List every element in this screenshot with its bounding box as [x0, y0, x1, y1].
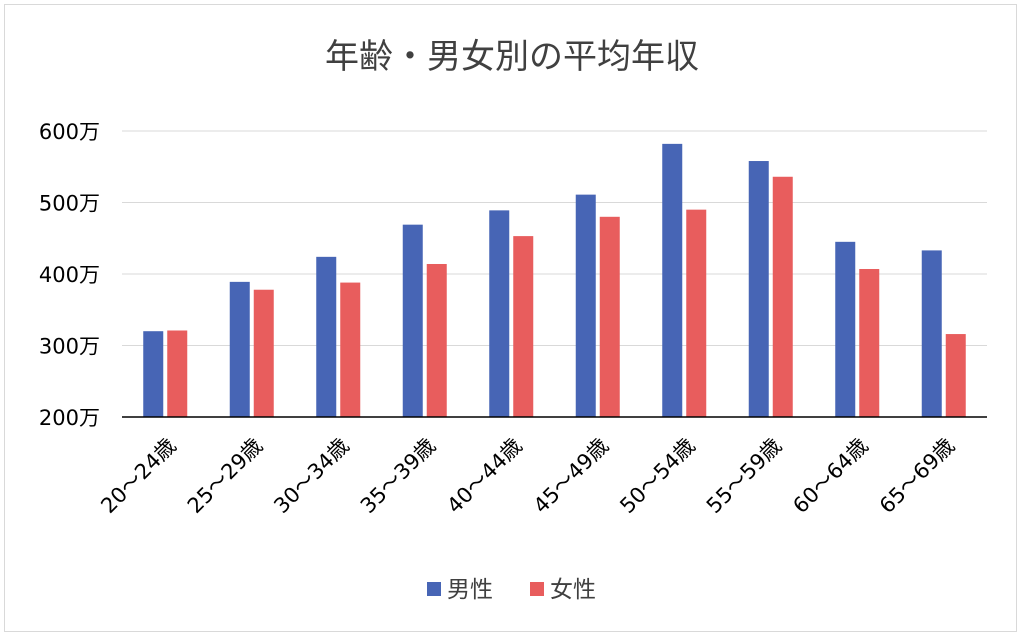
bar-female	[253, 289, 274, 417]
bar-female	[945, 334, 966, 417]
x-tick-label: 45〜49歳	[529, 434, 613, 518]
bars	[143, 143, 966, 417]
x-axis-ticks: 20〜24歳 25〜29歳 30〜34歳 35〜39歳 40〜44歳 45〜49歳 50〜5…	[96, 434, 959, 518]
bar-male	[575, 194, 596, 417]
bar-female	[859, 268, 880, 417]
bar-female	[426, 263, 447, 417]
bar-female	[340, 282, 361, 417]
bar-female	[599, 216, 620, 417]
x-tick-label: 35〜39歳	[356, 434, 440, 518]
y-tick-label: 200万	[39, 406, 100, 430]
bar-male	[921, 250, 942, 417]
bar-male	[489, 210, 510, 417]
legend-swatch	[530, 582, 544, 596]
bar-male	[662, 143, 683, 417]
bar-male	[143, 331, 164, 417]
bar-female	[167, 330, 188, 417]
x-tick-label: 50〜54歳	[615, 434, 699, 518]
y-tick-label: 400万	[39, 263, 100, 287]
bar-male	[835, 241, 856, 417]
bar-male	[402, 224, 423, 417]
bar-male	[229, 281, 250, 417]
bar-female	[513, 236, 534, 417]
y-axis-ticks: 200万 300万 400万 500万 600万	[39, 120, 100, 430]
legend-label: 女性	[550, 577, 596, 603]
x-tick-label: 40〜44歳	[442, 434, 526, 518]
bar-male	[316, 256, 337, 417]
chart-title: 年齢・男女別の平均年収	[325, 37, 699, 77]
legend-item-female: 女性	[530, 577, 596, 603]
x-tick-label: 30〜34歳	[269, 434, 353, 518]
bar-female	[686, 209, 707, 417]
legend-swatch	[427, 582, 441, 596]
x-tick-label: 60〜64歳	[788, 434, 872, 518]
x-tick-label: 65〜69歳	[875, 434, 959, 518]
y-tick-label: 500万	[39, 192, 100, 216]
bar-male	[748, 161, 769, 417]
legend-item-male: 男性	[427, 577, 493, 603]
x-tick-label: 55〜59歳	[702, 434, 786, 518]
legend: 男性 女性	[427, 577, 596, 603]
y-tick-label: 300万	[39, 335, 100, 359]
x-tick-label: 20〜24歳	[96, 434, 180, 518]
x-tick-label: 25〜29歳	[183, 434, 267, 518]
bar-female	[772, 176, 793, 417]
y-tick-label: 600万	[39, 120, 100, 144]
legend-label: 男性	[447, 577, 493, 603]
gridlines	[122, 130, 987, 346]
